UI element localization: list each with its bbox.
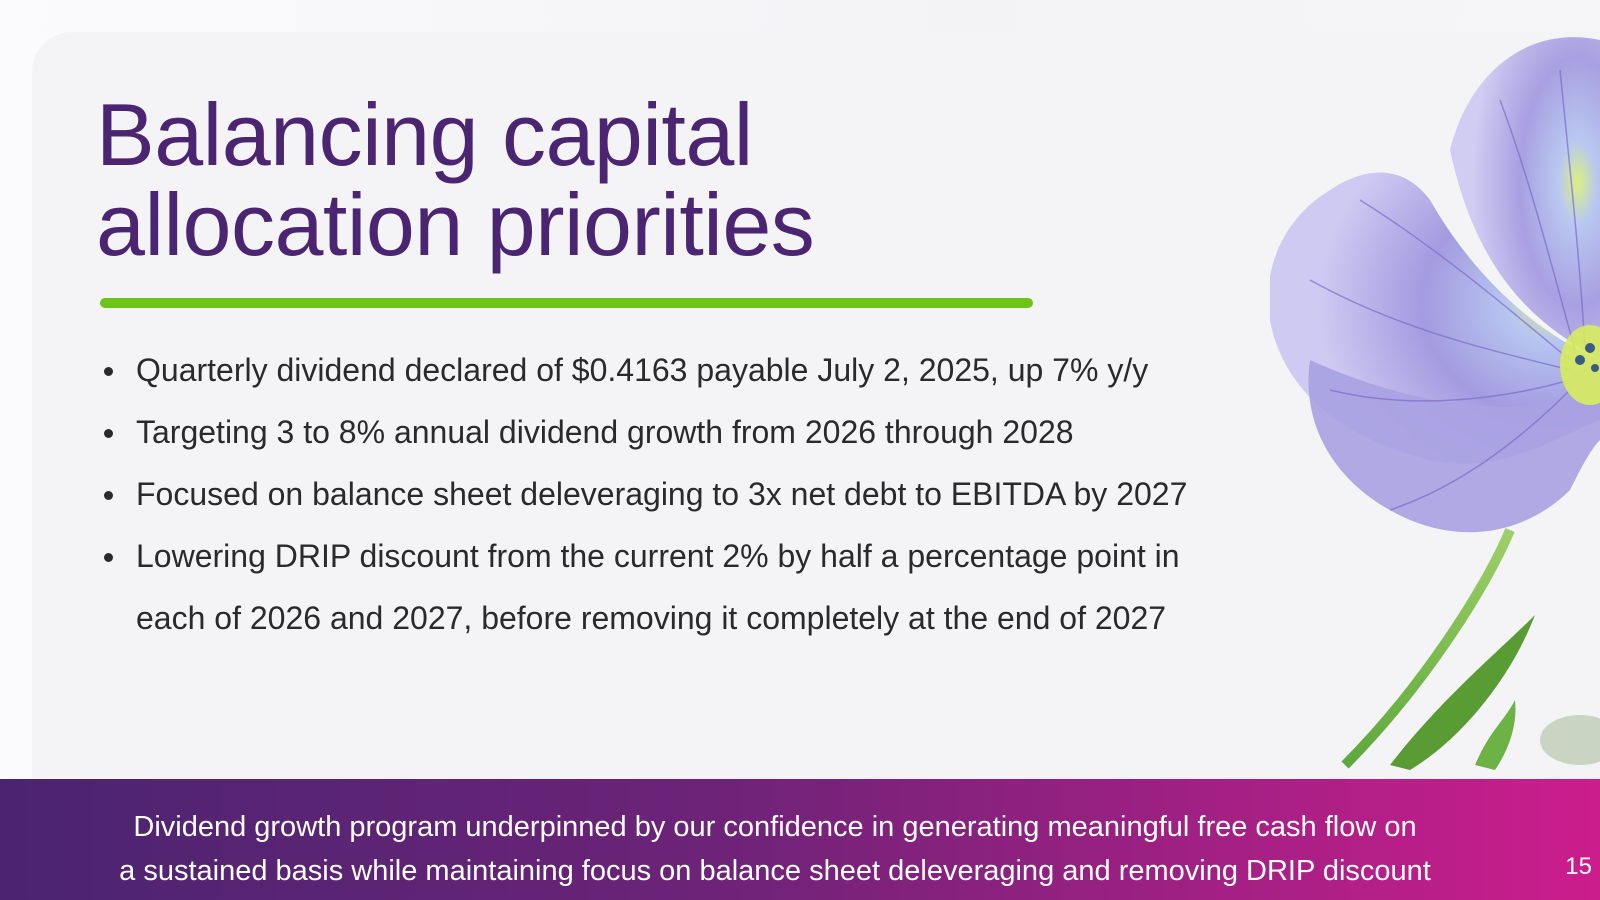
slide-title: Balancing capital allocation priorities (96, 90, 1096, 270)
footer-banner: Dividend growth program underpinned by o… (0, 779, 1600, 900)
slide-title-line1: Balancing capital (96, 85, 753, 184)
bullet-text: Focused on balance sheet deleveraging to… (136, 476, 1188, 512)
bullet-text: Targeting 3 to 8% annual dividend growth… (136, 414, 1074, 450)
slide-title-line2: allocation priorities (96, 175, 815, 274)
title-accent-bar (100, 298, 1033, 308)
footer-message: Dividend growth program underpinned by o… (40, 805, 1510, 893)
bullet-text: Quarterly dividend declared of $0.4163 p… (136, 352, 1149, 388)
bullet-text: Lowering DRIP discount from the current … (136, 538, 1180, 574)
bullet-item: Quarterly dividend declared of $0.4163 p… (104, 339, 1284, 401)
bullet-item: Lowering DRIP discount from the current … (104, 525, 1284, 649)
page-number: 15 (1565, 853, 1592, 880)
bullet-list: Quarterly dividend declared of $0.4163 p… (104, 339, 1284, 649)
footer-line1: Dividend growth program underpinned by o… (133, 811, 1417, 843)
bullet-dot-icon (104, 429, 113, 438)
footer-line2: a sustained basis while maintaining focu… (119, 855, 1431, 887)
bullet-dot-icon (104, 367, 113, 376)
flower-image (1270, 37, 1600, 770)
bullet-item: Focused on balance sheet deleveraging to… (104, 463, 1284, 525)
bullet-dot-icon (104, 491, 113, 500)
bullet-dot-icon (104, 553, 113, 562)
bullet-text-continued: each of 2026 and 2027, before removing i… (136, 600, 1167, 636)
bullet-item: Targeting 3 to 8% annual dividend growth… (104, 401, 1284, 463)
